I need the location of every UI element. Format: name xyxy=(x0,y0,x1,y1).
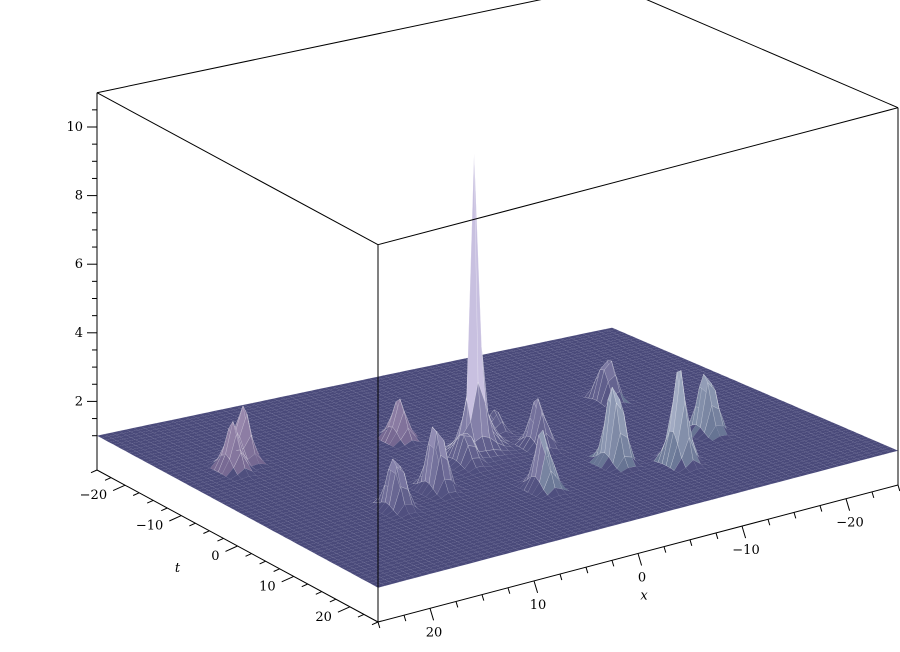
t-tick xyxy=(337,606,351,613)
t-tick xyxy=(189,522,196,527)
t-tick xyxy=(104,477,112,481)
t-tick-label: −20 xyxy=(80,488,107,503)
x-tick-label: −10 xyxy=(732,543,759,558)
t-tick xyxy=(315,591,323,595)
x-tick xyxy=(585,567,589,574)
x-tick-label: 20 xyxy=(426,625,443,640)
t-tick xyxy=(161,507,168,512)
t-tick xyxy=(146,499,154,504)
box-edge-top-back-right xyxy=(646,0,899,109)
t-tick xyxy=(329,598,337,603)
box-edge-top-front-left xyxy=(96,92,379,246)
box-edge-top-front-right xyxy=(377,107,899,246)
x-tick xyxy=(533,580,539,594)
x-tick-label: 0 xyxy=(638,571,646,586)
x-tick xyxy=(845,498,851,511)
t-tick xyxy=(132,492,140,496)
t-tick xyxy=(112,484,126,492)
z-tick-label: 4 xyxy=(75,326,83,341)
x-tick xyxy=(377,621,381,629)
t-tick xyxy=(225,545,238,552)
t-tick xyxy=(169,515,182,522)
x-tick xyxy=(819,505,823,512)
t-axis-title: t xyxy=(175,561,181,576)
z-tick-label: 6 xyxy=(75,257,83,272)
z-axis: 2 4 6 8 10 xyxy=(66,109,97,437)
x-tick xyxy=(689,539,693,546)
x-tick xyxy=(403,615,407,622)
surface-mesh xyxy=(96,153,899,588)
t-tick-label: 10 xyxy=(259,579,276,594)
x-tick xyxy=(481,594,485,601)
t-tick-label: −10 xyxy=(136,519,163,534)
z-tick-label: 2 xyxy=(75,394,83,409)
x-tick-label: −20 xyxy=(836,516,863,531)
x-tick xyxy=(507,587,511,594)
x-tick xyxy=(455,601,459,608)
t-tick xyxy=(357,613,365,618)
x-tick xyxy=(663,546,667,553)
x-tick xyxy=(871,491,875,498)
t-tick xyxy=(273,568,280,572)
t-tick-label: 20 xyxy=(315,610,332,625)
t-tick xyxy=(301,583,308,588)
t-tick xyxy=(245,553,252,557)
t-tick xyxy=(371,621,379,626)
t-tick xyxy=(203,530,210,534)
t-tick xyxy=(281,575,294,583)
x-axis-title: x xyxy=(640,589,648,604)
t-tick xyxy=(217,537,224,542)
z-tick-label: 10 xyxy=(66,120,83,135)
x-tick xyxy=(741,525,747,539)
t-tick xyxy=(259,560,266,565)
x-tick xyxy=(611,560,615,567)
x-tick xyxy=(637,553,643,566)
x-tick xyxy=(793,512,797,519)
t-tick xyxy=(90,469,98,474)
z-tick-label: 8 xyxy=(75,189,83,204)
x-tick-label: 10 xyxy=(530,598,547,613)
x-tick xyxy=(715,532,719,540)
t-tick-label: 0 xyxy=(211,549,219,564)
x-tick xyxy=(559,573,563,581)
x-tick xyxy=(429,608,435,621)
x-tick xyxy=(767,519,771,526)
box-edge-top-back-left xyxy=(96,0,542,94)
